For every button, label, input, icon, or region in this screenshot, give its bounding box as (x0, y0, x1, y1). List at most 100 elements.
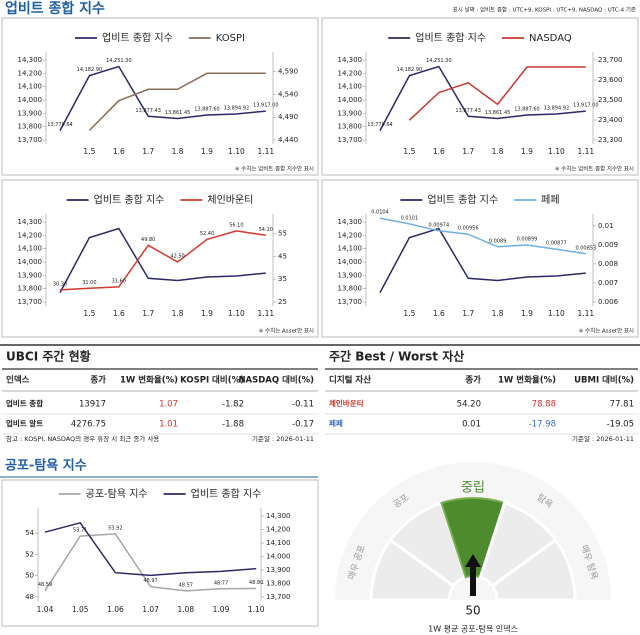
x-tick-label: 1.9 (521, 309, 533, 318)
x-tick-label: 1.8 (492, 147, 504, 156)
gauge-caption: 1W 평균 공포-탐욕 인덱스 (428, 624, 518, 634)
x-tick-label: 1.10 (228, 309, 245, 318)
y-tick-label: 13,900 (18, 109, 43, 117)
legend-label: KOSPI (216, 33, 245, 44)
data-label: 53.92 (108, 525, 122, 531)
x-tick-label: 1.07 (142, 605, 159, 614)
series-line (44, 533, 257, 592)
data-label: 13,917.00 (573, 103, 598, 109)
y2-tick-label: 14,100 (266, 539, 291, 547)
y-tick-label: 14,000 (338, 258, 363, 266)
y-tick-label: 13,700 (338, 136, 363, 144)
data-label: 31.00 (82, 280, 96, 286)
legend-label: 체인바운티 (207, 194, 253, 206)
y2-tick-label: 4,490 (278, 113, 298, 121)
chart-panel (321, 179, 639, 338)
y-tick-label: 13,900 (338, 271, 363, 279)
y-tick-label: 14,000 (18, 96, 43, 104)
data-label: 0.00974 (428, 222, 449, 228)
legend: 업비트 종합 지수 페페 (400, 193, 560, 206)
table-date: 기준일 : 2026-01-11 (572, 434, 634, 443)
data-label: 13,877.43 (135, 108, 160, 114)
y2-tick-label: 14,000 (266, 553, 291, 561)
x-tick-label: 1.11 (577, 309, 594, 318)
table-note: 참고 : KOSPI, NASDAQ의 경우 휴장 시 최근 종가 사용 (6, 434, 159, 443)
x-tick-label: 1.11 (257, 309, 274, 318)
x-tick-label: 1.8 (492, 309, 504, 318)
legend: 업비트 종합 지수 체인바운티 (66, 193, 253, 206)
data-label: 13,861.45 (485, 110, 510, 116)
y2-tick-label: 55 (278, 229, 287, 237)
x-tick-label: 1.5 (83, 309, 95, 318)
x-tick-label: 1.10 (248, 605, 265, 614)
y2-tick-label: 0.006 (598, 298, 619, 306)
table-cell: 1.01 (159, 420, 178, 430)
y2-tick-label: 23,500 (598, 96, 623, 104)
x-tick-label: 1.6 (433, 147, 445, 156)
x-tick-label: 1.8 (172, 147, 184, 156)
y-tick-label: 14,300 (338, 218, 363, 226)
table-cell: 0.01 (462, 420, 481, 430)
data-label: 13,770.64 (47, 122, 72, 128)
column-header: 인덱스 (6, 375, 30, 386)
table-cell: 13917 (79, 400, 106, 410)
y2-tick-label: 4,440 (278, 136, 298, 144)
legend-label: 업비트 종합 지수 (191, 487, 262, 500)
legend-label: 공포-탐욕 지수 (86, 488, 148, 500)
data-label: 31.60 (112, 278, 126, 284)
data-label: 52.40 (200, 231, 214, 237)
series-line (88, 72, 266, 131)
y2-tick-label: 23,300 (598, 136, 623, 144)
data-label: 14,251.30 (106, 58, 131, 64)
x-tick-label: 1.06 (107, 605, 124, 614)
table-cell: -17.98 (529, 420, 556, 430)
series-line (59, 227, 266, 293)
column-header: NASDAQ 대비(%) (238, 375, 314, 386)
legend-label: 업비트 종합 지수 (427, 193, 498, 206)
data-label: 14,182.90 (397, 67, 422, 73)
y2-tick-label: 23,700 (598, 56, 623, 64)
y-tick-label: 13,800 (18, 285, 43, 293)
x-tick-label: 1.10 (228, 147, 245, 156)
x-tick-label: 1.7 (142, 309, 154, 318)
y2-tick-label: 0.009 (598, 241, 618, 249)
y2-tick-label: 0.01 (598, 222, 614, 230)
x-tick-label: 1.8 (172, 309, 184, 318)
data-label: 48.80 (249, 580, 263, 586)
gauge-zone-label-active: 중립 (461, 481, 485, 496)
y-tick-label: 14,000 (338, 96, 363, 104)
data-label: 0.00899 (517, 237, 538, 243)
legend-label: 업비트 종합 지수 (415, 31, 486, 44)
gauge-needle (465, 554, 481, 596)
y-tick-label: 13,900 (18, 271, 43, 279)
y-tick-label: 13,700 (18, 136, 43, 144)
x-tick-label: 1.09 (213, 605, 230, 614)
column-header: UBMI 대비(%) (574, 375, 634, 386)
legend: 공포-탐욕 지수 업비트 종합 지수 (58, 487, 262, 500)
column-header: 종가 (465, 375, 481, 386)
y2-tick-label: 0.008 (598, 260, 618, 268)
data-label: 13,917.00 (253, 103, 278, 109)
series-line (59, 65, 266, 131)
table-cell: -0.11 (292, 400, 314, 410)
data-label: 56.10 (229, 222, 243, 228)
y2-tick-label: 14,200 (266, 526, 291, 534)
y-tick-label: 13,800 (18, 123, 43, 131)
y2-tick-label: 45 (278, 252, 287, 260)
data-label: 14,182.90 (77, 67, 102, 73)
column-header: KOSPI 대비(%) (180, 375, 244, 386)
table-cell: 54.20 (457, 400, 481, 410)
table-cell: 77.81 (610, 400, 634, 410)
column-header: 1W 변화율(%) (498, 375, 556, 386)
y-tick-label: 14,100 (338, 83, 363, 91)
x-tick-label: 1.9 (201, 147, 213, 156)
series-line (379, 217, 586, 255)
x-tick-label: 1.6 (113, 147, 125, 156)
x-tick-label: 1.9 (201, 309, 213, 318)
data-label: 13,770.64 (367, 122, 392, 128)
y2-tick-label: 25 (278, 298, 287, 306)
data-label: 13,894.92 (544, 106, 569, 112)
y2-tick-label: 13,900 (266, 566, 291, 574)
row-label: 페페 (329, 418, 343, 428)
